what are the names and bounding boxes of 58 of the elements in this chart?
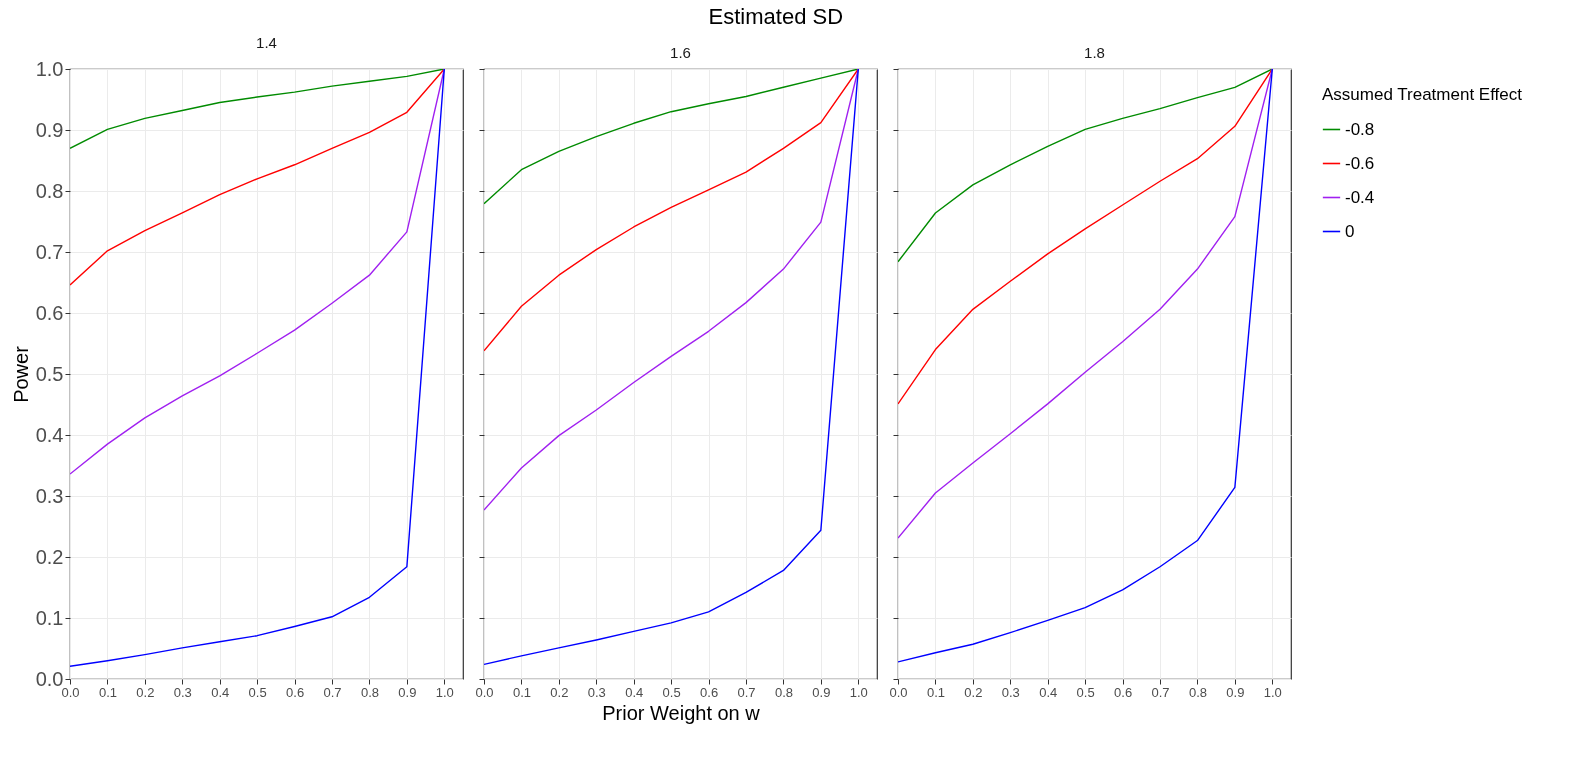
x-tick-label: 0.3	[173, 684, 192, 700]
x-tick-label: 0.7	[323, 684, 342, 700]
x-tick-label: 0.1	[98, 684, 117, 700]
x-axis-title: Prior Weight on w	[602, 701, 761, 724]
x-tick-label: 0.8	[1188, 684, 1207, 700]
x-tick-label: 0.2	[964, 684, 983, 700]
x-tick-label: 0.4	[211, 684, 230, 700]
x-tick-label: 0.9	[812, 684, 831, 700]
x-tick-label: 0.5	[662, 684, 681, 700]
x-tick-label: 0.8	[774, 684, 793, 700]
text: Estimated SD	[708, 4, 844, 30]
y-tick-label: 0.4	[35, 423, 64, 446]
legend-label: -0.4	[1345, 187, 1375, 207]
x-tick-label: 0.5	[1076, 684, 1095, 700]
x-tick-label: 0.3	[1001, 684, 1020, 700]
x-tick-label: 0.0	[61, 684, 80, 700]
y-tick-label: 0.9	[35, 118, 64, 141]
chart-title: 1.6	[670, 43, 691, 61]
legend-title: Assumed Treatment Effect	[1322, 85, 1523, 104]
x-tick-label: 0.9	[398, 684, 417, 700]
x-tick-label: 0.1	[926, 684, 945, 700]
x-tick-label: 0.7	[737, 684, 756, 700]
x-tick-label: 0.4	[1039, 684, 1058, 700]
y-tick-label: 0.3	[35, 484, 64, 507]
x-tick-label: 0.4	[625, 684, 644, 700]
chart-title: 1.4	[256, 34, 277, 51]
x-tick-label: 0.7	[1151, 684, 1170, 700]
line-series	[70, 69, 445, 667]
x-tick-label: 1.0	[849, 684, 868, 700]
x-tick-label: 0.0	[475, 684, 494, 700]
chart-title: 1.8	[1084, 43, 1105, 61]
x-tick-label: 1.0	[435, 684, 454, 700]
x-tick-label: 0.6	[1114, 684, 1133, 700]
y-tick-label: 1.0	[35, 57, 64, 80]
x-tick-label: 0.0	[889, 684, 908, 700]
x-tick-label: 0.5	[248, 684, 267, 700]
y-tick-label: 0.7	[35, 240, 64, 263]
line-series	[70, 69, 445, 149]
x-tick-label: 0.9	[1226, 684, 1245, 700]
line-series	[70, 69, 445, 286]
legend-label: 0	[1345, 221, 1355, 241]
x-tick-label: 0.6	[700, 684, 719, 700]
legend-label: -0.6	[1345, 153, 1375, 173]
x-tick-label: 0.1	[512, 684, 531, 700]
y-tick-label: 0.1	[35, 606, 64, 629]
x-tick-label: 0.2	[550, 684, 569, 700]
y-tick-label: 0.5	[35, 362, 64, 385]
x-tick-label: 0.3	[587, 684, 606, 700]
x-tick-label: 1.0	[1263, 684, 1282, 700]
x-tick-label: 0.8	[360, 684, 379, 700]
y-tick-label: 0.2	[35, 545, 64, 568]
x-tick-label: 0.6	[286, 684, 305, 700]
x-tick-label: 0.2	[136, 684, 155, 700]
y-axis-title: Power	[9, 345, 32, 403]
y-tick-label: 0.8	[35, 179, 64, 202]
line-series	[70, 69, 445, 475]
legend-label: -0.8	[1345, 119, 1375, 139]
y-tick-label: 0.6	[35, 301, 64, 324]
